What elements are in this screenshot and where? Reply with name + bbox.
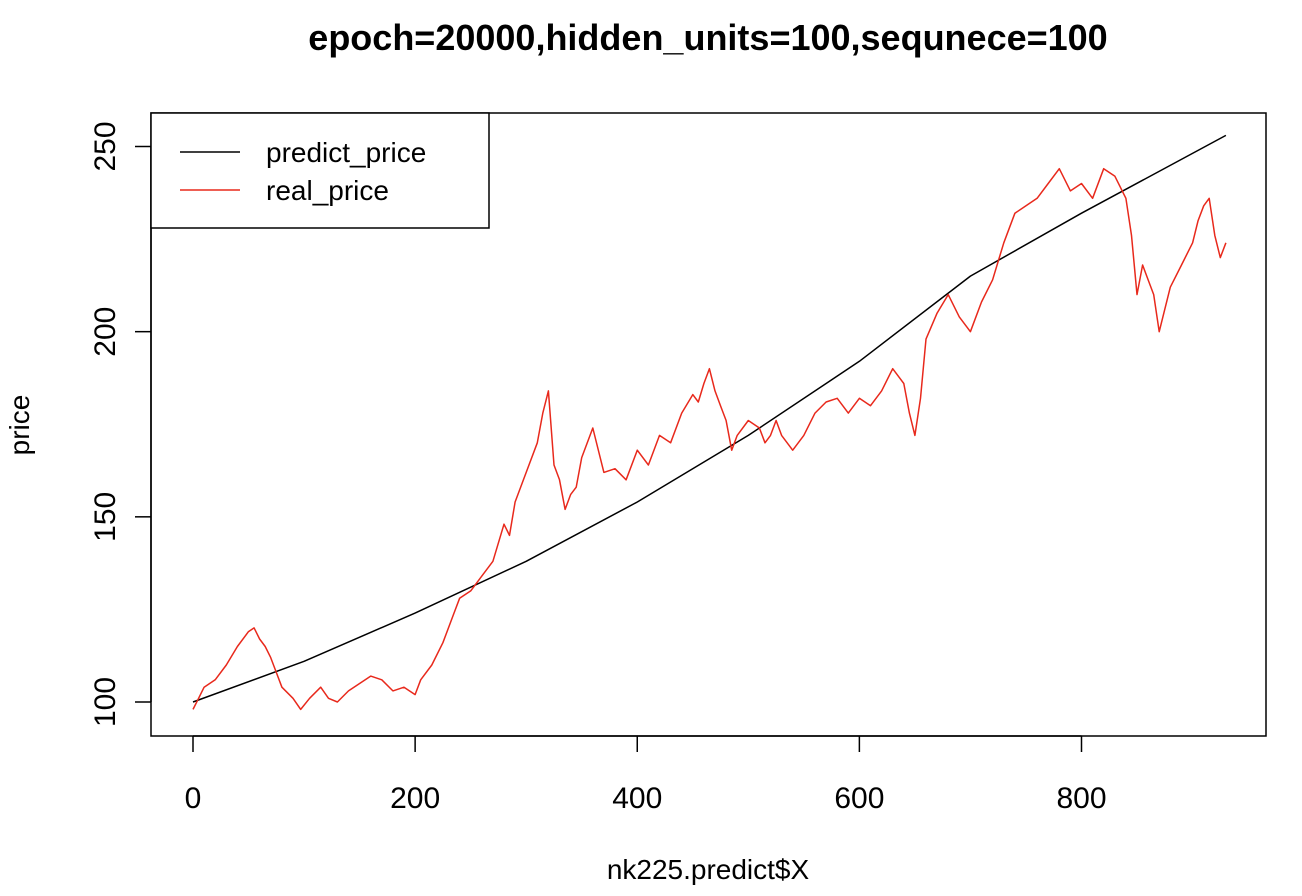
- series-line-real-price: [192, 167, 1227, 711]
- x-tick-label: 600: [834, 782, 884, 815]
- legend: predict_price real_price: [150, 112, 490, 229]
- y-tick-label: 150: [89, 492, 122, 542]
- x-tick-label: 800: [1056, 782, 1106, 815]
- x-axis-label: nk225.predict$X: [606, 854, 810, 885]
- x-tick-label: 200: [390, 782, 440, 815]
- legend-box: [150, 112, 490, 229]
- x-tick-label: 400: [612, 782, 662, 815]
- chart-title: epoch=20000,hidden_units=100,sequnece=10…: [308, 17, 1108, 58]
- legend-label-real-price: real_price: [266, 175, 389, 206]
- y-tick-label: 250: [89, 121, 122, 171]
- x-tick-label: 0: [185, 782, 202, 815]
- series-line-predict-price: [192, 134, 1227, 703]
- y-tick-label: 200: [89, 307, 122, 357]
- y-tick-label: 100: [89, 677, 122, 727]
- legend-label-predict-price: predict_price: [266, 137, 426, 168]
